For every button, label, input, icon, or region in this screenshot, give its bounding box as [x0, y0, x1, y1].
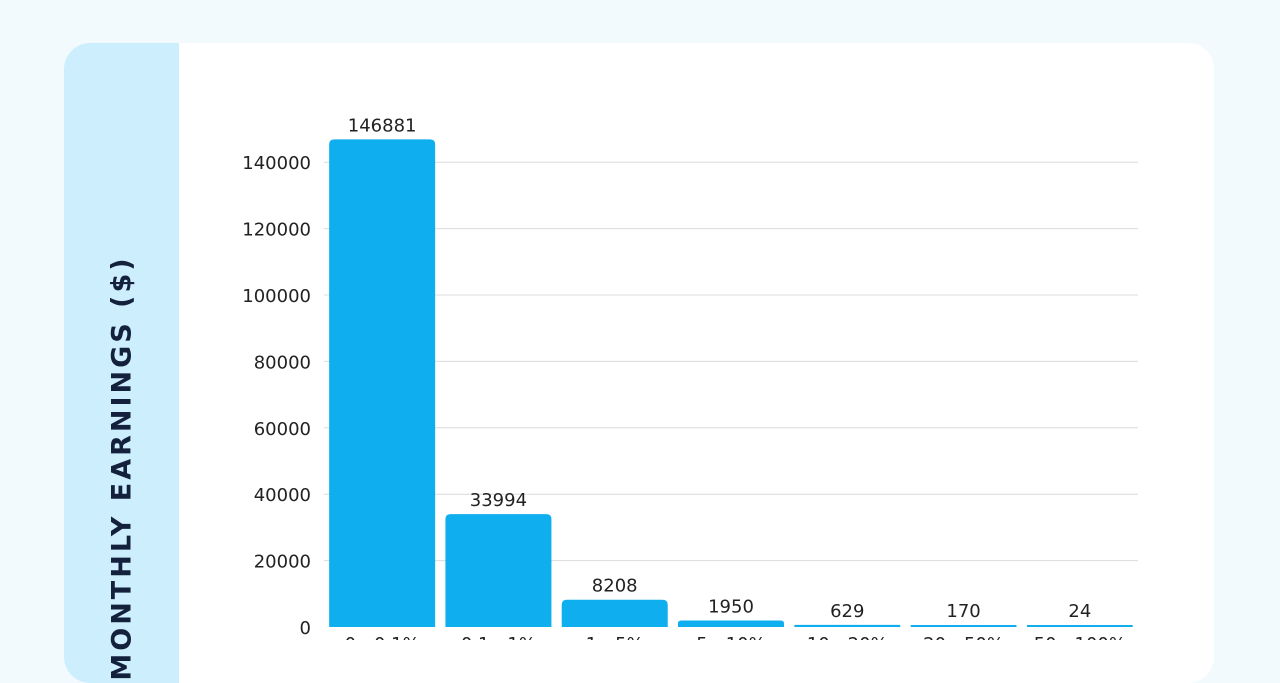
x-tick-label: 10 - 20% — [807, 634, 888, 640]
y-tick-label: 40000 — [254, 485, 311, 506]
bar-chart: 0 20000 40000 60000 80000 100000 120000 140000 1… — [242, 115, 1138, 640]
x-tick-label: 1 - 5% — [586, 634, 644, 640]
bar-value-label: 33994 — [470, 490, 527, 511]
bar-value-label: 1950 — [708, 597, 754, 618]
x-tick-label: 50 - 100% — [1034, 634, 1126, 640]
bar-value-label: 8208 — [592, 576, 638, 597]
x-tick-label: 20 - 50% — [923, 634, 1004, 640]
y-tick-label: 60000 — [254, 419, 311, 440]
bar — [329, 139, 436, 627]
bar-value-label: 24 — [1068, 601, 1091, 622]
bar-value-label: 146881 — [348, 115, 417, 136]
x-tick-label: 0.1 - 1% — [461, 634, 536, 640]
y-tick-label: 80000 — [254, 352, 311, 373]
y-tick-label: 20000 — [254, 552, 311, 573]
chart-card: MONTHLY EARNINGS ($) — [64, 43, 1214, 683]
bar — [445, 514, 552, 627]
y-tick-label: 120000 — [242, 220, 311, 241]
y-tick-label: 0 — [300, 618, 311, 639]
y-axis-band — [64, 43, 179, 683]
y-tick-label: 100000 — [242, 286, 311, 307]
bar — [794, 624, 901, 627]
bar-value-label: 629 — [830, 601, 864, 622]
y-tick-label: 140000 — [242, 153, 311, 174]
bar — [561, 599, 668, 627]
x-tick-label: 0 - 0.1% — [345, 634, 420, 640]
bar — [910, 625, 1017, 627]
bar-value-label: 170 — [946, 601, 980, 622]
bar — [678, 620, 784, 627]
x-tick-label: 5 - 10% — [696, 634, 765, 640]
bar — [1026, 625, 1133, 627]
